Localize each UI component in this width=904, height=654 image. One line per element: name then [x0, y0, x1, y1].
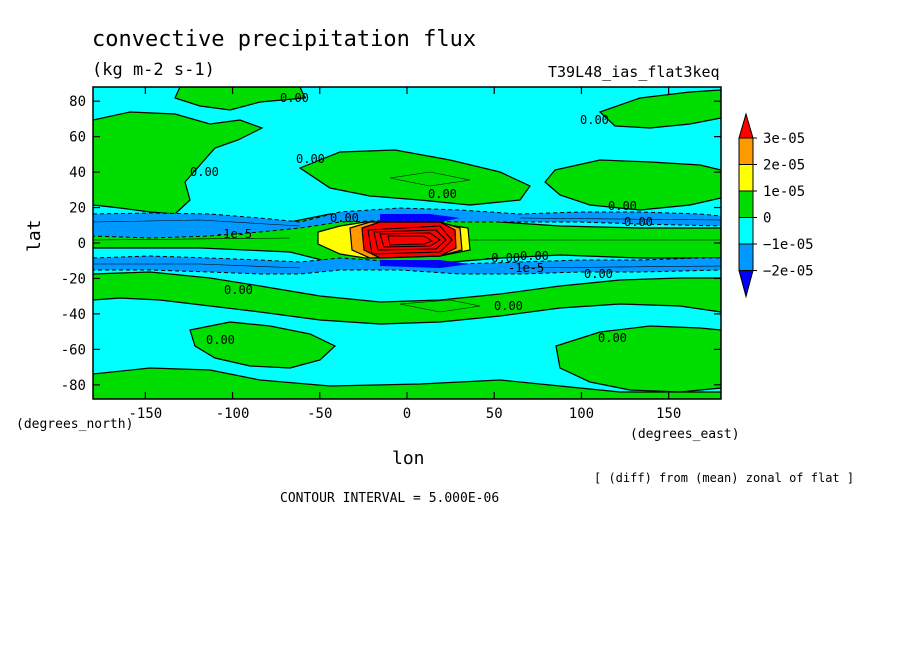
- colorbar-cap-bottom: [738, 270, 754, 299]
- contour-label: 0.00: [224, 283, 253, 297]
- y-tick-label: 40: [69, 165, 86, 181]
- y-tick-label: -40: [61, 307, 86, 323]
- y-tick-label: -80: [61, 378, 86, 394]
- region-deep-south: [380, 260, 470, 268]
- region-north-east: [544, 159, 721, 211]
- contour-label: 0.00: [330, 211, 359, 225]
- contour-label: 0.00: [428, 187, 457, 201]
- colorbar-cap-top: [738, 112, 754, 139]
- colorbar-swatch: [738, 164, 754, 192]
- colorbar-label: −2e-05: [763, 264, 814, 280]
- contour-label: 0.00: [598, 331, 627, 345]
- contour-label: -1e-5: [508, 261, 544, 275]
- region-south: [93, 271, 721, 325]
- contour-label-group: 0.00 0.00 0.00 0.00 0.00 0.00 -1e-5 0.00…: [190, 91, 653, 347]
- contour-label: 0.00: [624, 215, 653, 229]
- region-north-high: [93, 111, 264, 215]
- colorbar-label: 0: [763, 211, 771, 227]
- contour-interval-label: CONTOUR INTERVAL = 5.000E-06: [280, 491, 499, 506]
- x-tick-label: 150: [656, 406, 681, 422]
- y-axis: 80 60 40 20 0 -20 -40 -60 -80: [61, 94, 721, 394]
- region-south-pole: [93, 367, 721, 399]
- y-tick-label: 20: [69, 201, 86, 217]
- y-tick-label: 60: [69, 130, 86, 146]
- experiment-label: T39L48_ias_flat3keq: [548, 63, 720, 81]
- x-tick-label: -50: [307, 406, 332, 422]
- region-south-east: [555, 325, 721, 393]
- contour-label: 0.00: [608, 199, 637, 213]
- y-axis-note: (degrees_north): [16, 417, 133, 432]
- contour-label: 0.00: [520, 249, 549, 263]
- region-north-band: [93, 207, 721, 239]
- contour-label: 0.00: [494, 299, 523, 313]
- colorbar-swatch: [738, 217, 754, 245]
- contour-label: 0.00: [280, 91, 309, 105]
- contour-label: 0.00: [584, 267, 613, 281]
- colorbar-swatch: [738, 243, 754, 271]
- contour-label: 0.00: [296, 152, 325, 166]
- x-axis-label: lon: [392, 448, 425, 469]
- x-tick-label: -150: [128, 406, 162, 422]
- region-ne-pole: [598, 89, 721, 129]
- y-tick-label: 0: [78, 236, 86, 252]
- thin-contours: [93, 171, 721, 313]
- y-tick-label: 80: [69, 94, 86, 110]
- y-axis-label: lat: [24, 219, 45, 252]
- x-tick-label: 100: [569, 406, 594, 422]
- contour-label: -1e-5: [216, 227, 252, 241]
- x-axis-note: (degrees_east): [630, 427, 740, 442]
- colorbar-swatch: [738, 190, 754, 218]
- y-tick-label: -60: [61, 342, 86, 358]
- operation-note: [ (diff) from (mean) zonal of flat ]: [594, 471, 854, 485]
- dense-contours: [367, 225, 453, 255]
- colorbar-label: −1e-05: [763, 237, 814, 253]
- x-tick-label: 0: [403, 406, 411, 422]
- x-tick-label: -100: [216, 406, 250, 422]
- chart-title: convective precipitation flux: [92, 27, 476, 52]
- x-tick-label: 50: [486, 406, 503, 422]
- plot-field: 0.00 0.00 0.00 0.00 0.00 0.00 -1e-5 0.00…: [93, 87, 721, 399]
- colorbar: 3e-05 2e-05 1e-05 0 −1e-05 −2e-05: [738, 112, 814, 299]
- contour-label: 0.00: [580, 113, 609, 127]
- x-axis: -150 -100 -50 0 50 100 150: [128, 87, 681, 422]
- contour-label: 0.00: [190, 165, 219, 179]
- colorbar-label: 3e-05: [763, 131, 805, 147]
- contour-label: -0.00: [484, 251, 520, 265]
- colorbar-label: 2e-05: [763, 158, 805, 174]
- colorbar-swatch: [738, 137, 754, 165]
- colorbar-label: 1e-05: [763, 184, 805, 200]
- region-north-mid: [298, 149, 531, 206]
- region-south-mid: [189, 321, 337, 369]
- contour-label: 0.00: [206, 333, 235, 347]
- y-tick-label: -20: [61, 271, 86, 287]
- chart-units: (kg m-2 s-1): [92, 60, 215, 80]
- region-north-pole: [174, 87, 306, 111]
